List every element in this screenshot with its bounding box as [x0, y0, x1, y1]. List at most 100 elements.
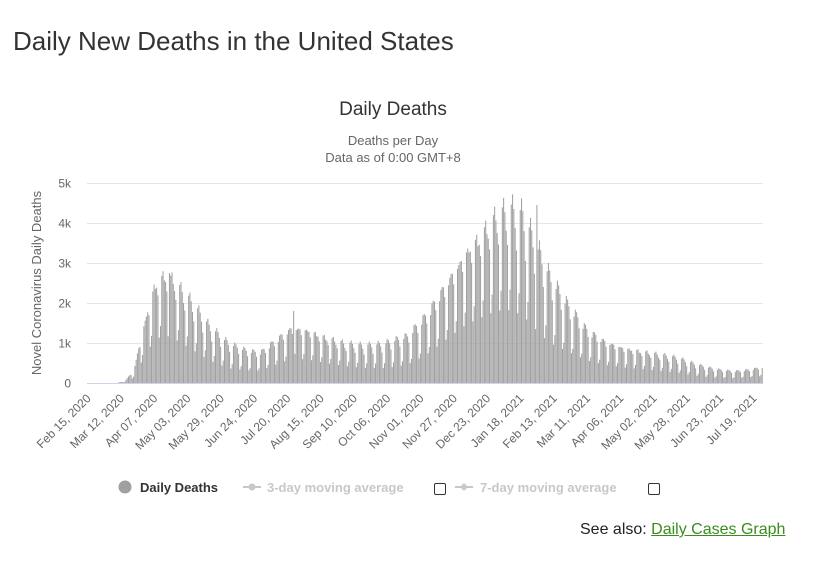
bar[interactable]	[245, 350, 247, 383]
bar[interactable]	[459, 261, 461, 383]
bar[interactable]	[236, 347, 238, 383]
bar[interactable]	[586, 328, 588, 383]
bar[interactable]	[195, 343, 197, 383]
bar[interactable]	[149, 346, 151, 383]
bar[interactable]	[514, 228, 516, 383]
bar[interactable]	[243, 346, 245, 383]
bar[interactable]	[608, 361, 610, 383]
bar[interactable]	[148, 315, 150, 383]
bar[interactable]	[303, 354, 305, 383]
bar[interactable]	[334, 341, 336, 383]
bar[interactable]	[147, 312, 149, 383]
bar[interactable]	[619, 346, 621, 383]
bar[interactable]	[592, 331, 594, 383]
bar[interactable]	[523, 231, 525, 383]
bar[interactable]	[745, 369, 747, 383]
bar[interactable]	[294, 353, 296, 383]
legend-marker-daily-deaths[interactable]	[118, 480, 132, 494]
bar[interactable]	[454, 332, 456, 383]
bar[interactable]	[381, 352, 383, 383]
bar[interactable]	[412, 333, 414, 383]
bar[interactable]	[153, 284, 155, 383]
bar[interactable]	[286, 334, 288, 383]
bar[interactable]	[355, 367, 357, 383]
bar[interactable]	[314, 331, 316, 383]
bar[interactable]	[445, 339, 447, 383]
bar[interactable]	[161, 275, 163, 383]
bar[interactable]	[275, 364, 277, 383]
bar[interactable]	[595, 334, 597, 383]
bar[interactable]	[280, 334, 282, 383]
bar[interactable]	[664, 352, 666, 383]
bar[interactable]	[650, 357, 652, 383]
bar[interactable]	[202, 332, 204, 383]
bar[interactable]	[431, 303, 433, 383]
bar[interactable]	[126, 378, 128, 383]
bar[interactable]	[349, 342, 351, 383]
bar[interactable]	[450, 273, 452, 383]
bar[interactable]	[728, 369, 730, 383]
bar[interactable]	[364, 367, 366, 383]
bar[interactable]	[353, 348, 355, 383]
bar[interactable]	[207, 318, 209, 383]
bar[interactable]	[446, 330, 448, 383]
bar[interactable]	[227, 344, 229, 383]
bar[interactable]	[309, 337, 311, 383]
bar[interactable]	[706, 375, 708, 383]
bar[interactable]	[449, 277, 451, 383]
bar[interactable]	[590, 357, 592, 383]
bar[interactable]	[547, 262, 549, 383]
bar[interactable]	[738, 370, 740, 383]
bar[interactable]	[755, 367, 757, 383]
bar[interactable]	[409, 363, 411, 383]
bar[interactable]	[533, 273, 535, 383]
bar[interactable]	[433, 301, 435, 383]
bar[interactable]	[464, 312, 466, 383]
bar[interactable]	[343, 343, 345, 383]
bar[interactable]	[579, 357, 581, 383]
bar[interactable]	[515, 250, 517, 383]
bar[interactable]	[628, 348, 630, 383]
bar[interactable]	[373, 368, 375, 383]
bar[interactable]	[467, 248, 469, 383]
bar[interactable]	[733, 377, 735, 383]
bar[interactable]	[281, 334, 283, 383]
bar[interactable]	[759, 376, 761, 383]
bar[interactable]	[259, 354, 261, 383]
bar[interactable]	[404, 333, 406, 383]
bar[interactable]	[254, 351, 256, 383]
bar[interactable]	[707, 367, 709, 383]
bar[interactable]	[600, 341, 602, 383]
bar[interactable]	[673, 354, 675, 383]
bar[interactable]	[367, 344, 369, 383]
bar[interactable]	[638, 352, 640, 383]
bar[interactable]	[432, 300, 434, 383]
bar[interactable]	[218, 337, 220, 383]
bar[interactable]	[528, 227, 530, 383]
bar[interactable]	[400, 365, 402, 383]
bar[interactable]	[504, 212, 506, 383]
bar[interactable]	[282, 339, 284, 383]
bar[interactable]	[139, 347, 141, 383]
bar[interactable]	[345, 351, 347, 383]
bar[interactable]	[295, 330, 297, 383]
bar[interactable]	[426, 323, 428, 383]
bar[interactable]	[215, 331, 217, 383]
bar[interactable]	[678, 372, 680, 383]
bar[interactable]	[151, 335, 153, 383]
bar[interactable]	[585, 324, 587, 383]
legend-item-7-day-moving-average[interactable]: 7-day moving average	[480, 480, 617, 495]
bar[interactable]	[181, 292, 183, 383]
bar[interactable]	[167, 336, 169, 383]
bar[interactable]	[296, 329, 298, 383]
bar[interactable]	[288, 329, 290, 383]
bar[interactable]	[359, 341, 361, 383]
bar[interactable]	[159, 326, 162, 383]
bar[interactable]	[695, 368, 697, 383]
bar[interactable]	[690, 362, 692, 383]
bar[interactable]	[714, 377, 716, 383]
bar[interactable]	[458, 265, 460, 383]
bar[interactable]	[175, 299, 177, 383]
bar[interactable]	[414, 324, 416, 383]
bar[interactable]	[261, 349, 263, 383]
